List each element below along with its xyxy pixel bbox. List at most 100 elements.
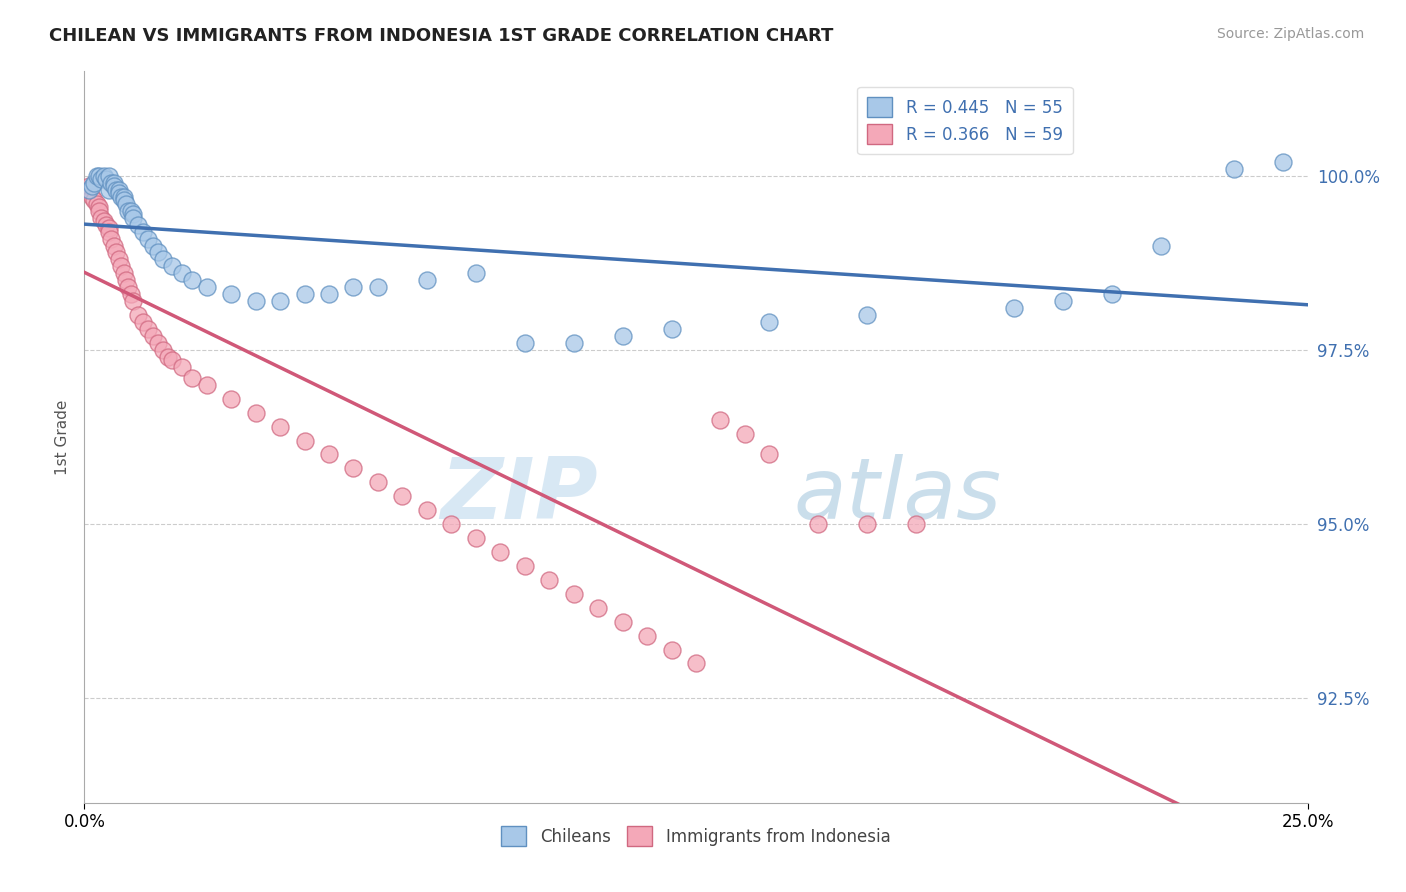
Point (709, 412, 731, 426)
Text: ZIP: ZIP (440, 454, 598, 537)
Point (440, 517, 463, 532)
Point (172, 360, 194, 375)
Point (86, 196, 108, 211)
Point (807, 517, 830, 532)
Point (103, 176, 125, 190)
Point (758, 448, 780, 462)
Point (856, 308, 879, 322)
Point (219, 287, 242, 301)
Point (156, 350, 179, 364)
Point (122, 294, 145, 309)
Point (142, 238, 165, 252)
Point (269, 294, 291, 309)
Point (96, 218, 118, 232)
Point (538, 573, 561, 587)
Point (734, 426, 756, 441)
Point (905, 517, 928, 532)
Point (162, 260, 184, 274)
Point (105, 245, 128, 260)
Point (856, 517, 879, 532)
Point (117, 280, 139, 294)
Point (76, 183, 98, 197)
Point (146, 245, 169, 260)
Point (136, 322, 159, 336)
Point (127, 218, 149, 232)
Point (132, 315, 155, 329)
Point (83, 193, 105, 207)
Point (122, 207, 145, 221)
Point (245, 406, 267, 420)
Point (391, 489, 413, 503)
Point (115, 273, 138, 287)
Point (93, 169, 115, 183)
Point (181, 371, 204, 385)
Point (318, 448, 340, 462)
Point (110, 260, 132, 274)
Point (661, 642, 683, 657)
Point (195, 280, 218, 294)
Point (142, 329, 165, 343)
Point (245, 294, 267, 309)
Point (416, 273, 439, 287)
Point (97, 225, 120, 239)
Point (1002, 301, 1025, 316)
Point (127, 308, 149, 322)
Point (562, 587, 585, 601)
Point (87, 200, 110, 214)
Point (513, 558, 536, 573)
Point (562, 336, 585, 351)
Point (162, 353, 184, 368)
Point (77, 183, 100, 197)
Text: Source: ZipAtlas.com: Source: ZipAtlas.com (1216, 27, 1364, 41)
Point (122, 211, 145, 225)
Point (464, 266, 486, 280)
Point (612, 329, 634, 343)
Point (132, 225, 155, 239)
Point (97, 221, 120, 235)
Point (80, 190, 103, 204)
Text: CHILEAN VS IMMIGRANTS FROM INDONESIA 1ST GRADE CORRELATION CHART: CHILEAN VS IMMIGRANTS FROM INDONESIA 1ST… (49, 27, 834, 45)
Point (107, 186, 129, 201)
Point (1101, 287, 1123, 301)
Point (115, 196, 138, 211)
Point (181, 273, 204, 287)
Point (80, 179, 103, 194)
Point (1272, 155, 1295, 169)
Point (105, 183, 128, 197)
Point (318, 287, 340, 301)
Point (103, 238, 125, 252)
Point (112, 190, 135, 204)
Point (100, 231, 122, 245)
Point (103, 179, 125, 194)
Point (195, 377, 218, 392)
Point (1223, 161, 1246, 176)
Point (513, 336, 536, 351)
Point (87, 203, 110, 218)
Point (685, 657, 707, 671)
Point (489, 545, 512, 559)
Point (636, 629, 658, 643)
Point (758, 315, 780, 329)
Point (136, 231, 159, 245)
Point (661, 322, 683, 336)
Point (416, 503, 439, 517)
Point (97, 183, 120, 197)
Point (219, 392, 242, 406)
Point (367, 280, 389, 294)
Point (100, 176, 122, 190)
Point (112, 193, 135, 207)
Point (110, 190, 132, 204)
Point (107, 252, 129, 267)
Point (120, 287, 142, 301)
Point (117, 203, 139, 218)
Point (97, 169, 120, 183)
Point (342, 461, 364, 475)
Point (146, 336, 169, 351)
Point (83, 176, 105, 190)
Point (1052, 294, 1074, 309)
Point (1150, 238, 1173, 252)
Point (152, 343, 174, 357)
Point (120, 203, 142, 218)
Y-axis label: 1st Grade: 1st Grade (55, 400, 70, 475)
Legend: Chileans, Immigrants from Indonesia: Chileans, Immigrants from Indonesia (495, 820, 897, 853)
